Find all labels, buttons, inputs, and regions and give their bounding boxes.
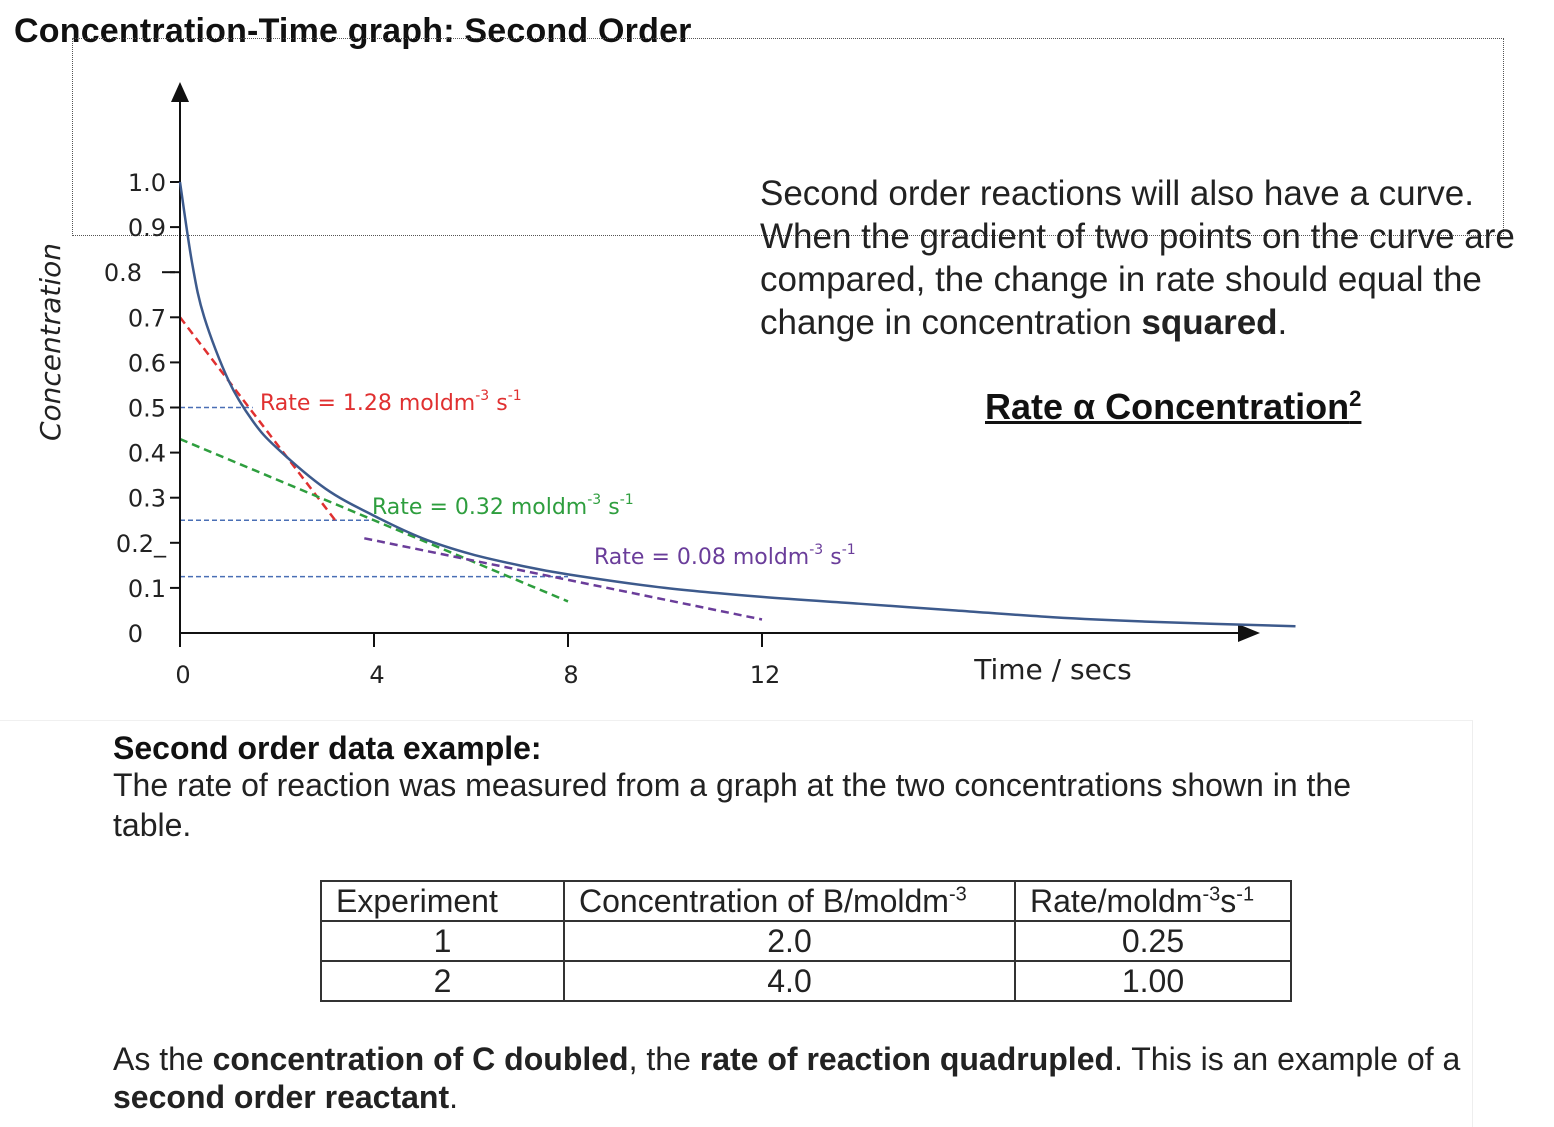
cell-experiment: 1 (320, 920, 565, 962)
tangent-line (364, 537, 763, 621)
table-row: 1 2.0 0.25 (320, 920, 1292, 962)
description-emphasis: squared (1141, 303, 1278, 342)
y-tick-label: 0.7 (128, 304, 166, 332)
header-experiment: Experiment (320, 880, 565, 922)
rate-label: Rate = 1.28 moldm-3 s-1 (260, 388, 522, 416)
conclusion-text: As the concentration of C doubled, the r… (113, 1041, 1461, 1115)
x-tick-label: 4 (369, 661, 384, 689)
cell-concentration: 2.0 (563, 920, 1016, 962)
example-heading: Second order data example: (113, 730, 542, 766)
tangent-line (179, 437, 569, 603)
selection-box (72, 38, 1504, 236)
y-axis-label: Concentration (34, 243, 67, 441)
lower-panel (0, 720, 1473, 1127)
header-rate: Rate/moldm-3s-1 (1014, 880, 1292, 922)
cell-rate: 1.00 (1014, 960, 1292, 1002)
table-row: 2 4.0 1.00 (320, 960, 1292, 1002)
x-tick-label: 12 (750, 661, 781, 689)
table-header-row: Experiment Concentration of B/moldm-3 Ra… (320, 880, 1292, 922)
y-tick-label: 0.1 (128, 575, 166, 603)
concentration-time-chart: 0 0.1 0.2_ 0.3 0.4 0.5 0.6 0.7 0.8 0.9 1.0 0 4 8 12 C… (34, 82, 1296, 689)
rate-label: Rate = 0.08 moldm-3 s-1 (594, 542, 856, 570)
concentration-curve (178, 181, 1296, 628)
rate-label: Rate = 0.32 moldm-3 s-1 (372, 492, 634, 520)
cell-rate: 0.25 (1014, 920, 1292, 962)
example-text: The rate of reaction was measured from a… (113, 767, 1351, 843)
tangent-line (179, 316, 337, 522)
y-tick-label: 1.0 (128, 169, 166, 197)
y-tick-label: 0.8 (104, 259, 142, 287)
description-text: Second order reactions will also have a … (760, 174, 1515, 342)
y-tick-label: 0 (128, 620, 143, 648)
rate-relation: Rate α Concentration2 (985, 386, 1362, 427)
x-axis-arrow (1238, 624, 1260, 642)
cell-concentration: 4.0 (563, 960, 1016, 1002)
header-concentration: Concentration of B/moldm-3 (563, 880, 1016, 922)
y-tick-label: 0.4 (128, 440, 166, 468)
y-tick-label: 0.6 (128, 349, 166, 377)
y-tick-label: 0.9 (128, 214, 166, 242)
page-title: Concentration-Time graph: Second Order (14, 12, 692, 50)
data-table: Experiment Concentration of B/moldm-3 Ra… (320, 880, 1292, 1002)
x-tick-label: 0 (175, 661, 190, 689)
y-tick-label: 0.5 (128, 395, 166, 423)
y-tick-label: 0.2_ (116, 530, 167, 558)
x-axis-label: Time / secs (973, 653, 1132, 686)
y-tick-label: 0.3 (128, 485, 166, 513)
y-axis-arrow (171, 82, 189, 102)
cell-experiment: 2 (320, 960, 565, 1002)
x-tick-label: 8 (563, 661, 578, 689)
